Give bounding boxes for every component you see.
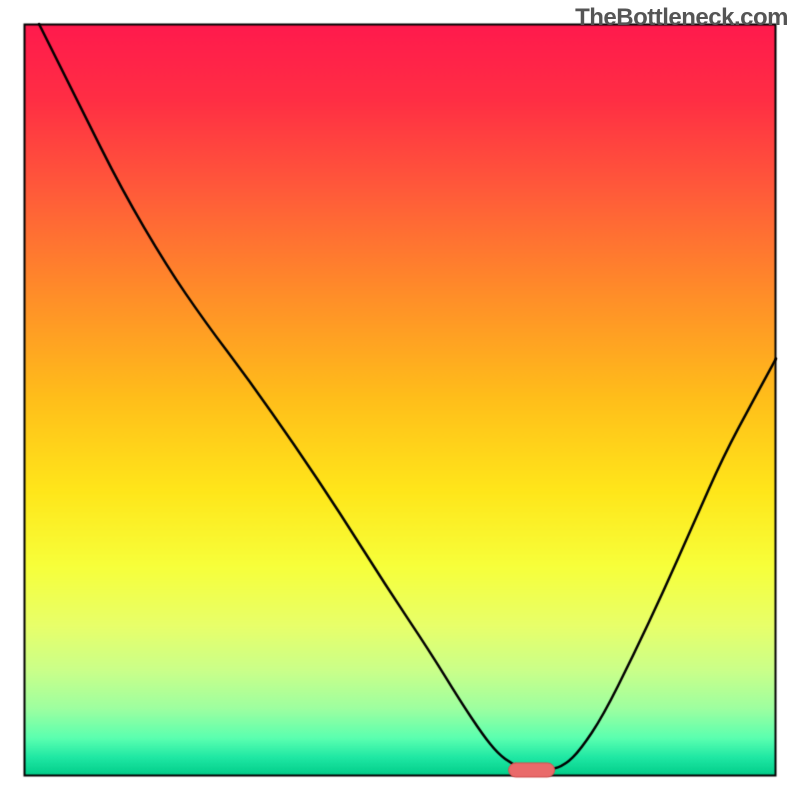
chart-plot [0,0,800,800]
chart-container: TheBottleneck.com [0,0,800,800]
watermark-text: TheBottleneck.com [575,4,788,32]
